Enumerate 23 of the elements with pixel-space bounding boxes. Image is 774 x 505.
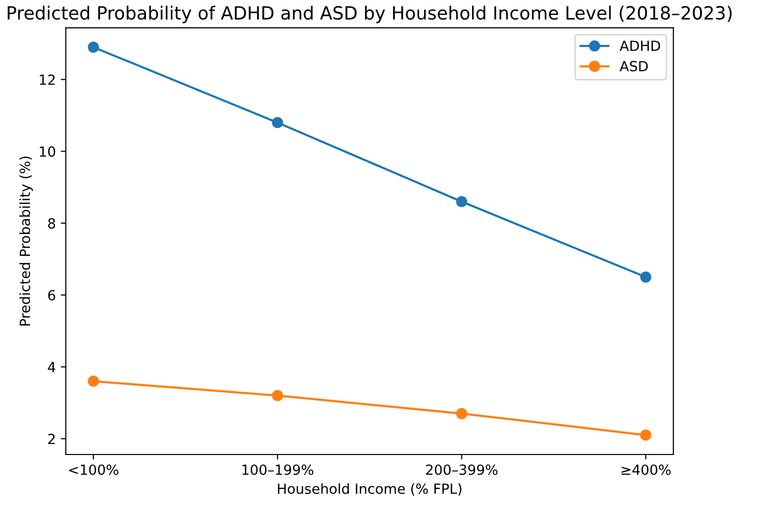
y-tick-label: 2 [48, 434, 55, 444]
point [456, 408, 468, 420]
point [272, 390, 284, 402]
y-tick-label: 8 [48, 218, 56, 229]
legend-label: ASD [620, 60, 648, 72]
point [88, 376, 99, 387]
legend-label: ADHD [620, 40, 660, 51]
x-tick-label: <100% [69, 464, 118, 475]
x-tick-label: 200–399% [426, 464, 498, 475]
y-tick-label: 10 [40, 146, 56, 157]
point [272, 117, 284, 128]
y-tick-label: 12 [40, 74, 55, 85]
y-axis-title: Predicted Probability (%) [19, 156, 33, 326]
y-tick-label: 6 [48, 290, 56, 300]
point [640, 430, 652, 441]
point [456, 196, 468, 208]
chart-title: Predicted Probability of ADHD and ASD by Household Income Level (2018–2023) [8, 6, 732, 24]
x-tick-label: 100–199% [242, 464, 314, 475]
x-axis-title: Household Income (% FPL) [278, 483, 462, 496]
point [640, 272, 652, 283]
y-tick-label: 4 [48, 362, 56, 372]
point [88, 42, 99, 53]
x-tick-label: ≥400% [622, 464, 671, 475]
